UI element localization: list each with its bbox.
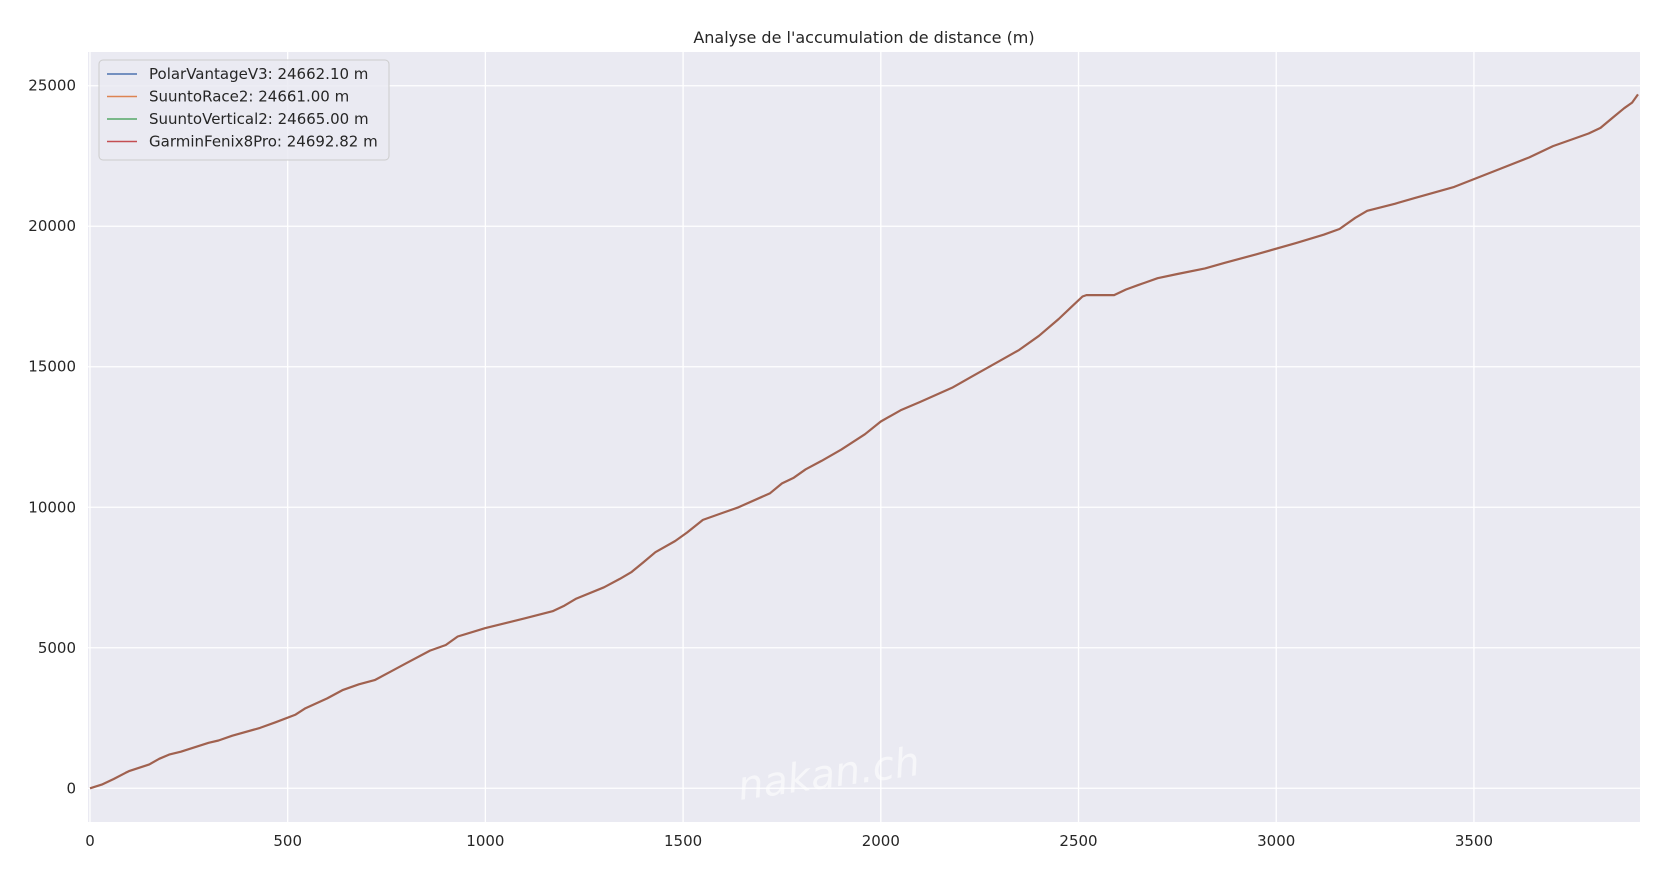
x-tick-label-0: 0 — [85, 832, 95, 850]
legend: PolarVantageV3: 24662.10 m SuuntoRace2: 2… — [98, 59, 390, 161]
chart-title: Analyse de l'accumulation de distance (m… — [693, 28, 1034, 47]
y-tick-label-2: 10000 — [28, 498, 76, 516]
x-tick-label-4: 2000 — [862, 832, 900, 850]
x-tick-label-3: 1500 — [664, 832, 702, 850]
series-line-3 — [89, 93, 1639, 790]
legend-label-2: SuuntoVertical2: 24665.00 m — [149, 110, 369, 128]
x-tick-label-2: 1000 — [466, 832, 504, 850]
y-tick-label-4: 20000 — [28, 217, 76, 235]
x-tick-label-1: 500 — [273, 832, 302, 850]
series-lines — [89, 93, 1639, 790]
plot-area — [88, 52, 1640, 822]
y-tick-label-1: 5000 — [38, 639, 76, 657]
legend-label-3: GarminFenix8Pro: 24692.82 m — [149, 133, 378, 151]
y-tick-label-5: 25000 — [28, 77, 76, 95]
x-tick-label-7: 3500 — [1455, 832, 1493, 850]
x-tick-label-6: 3000 — [1257, 832, 1295, 850]
x-tick-label-5: 2500 — [1059, 832, 1097, 850]
tick-labels: 0 500 1000 1500 2000 2500 3000 3500 0 5000 10000 15… — [28, 77, 1493, 850]
legend-box — [98, 59, 390, 161]
y-tick-label-3: 15000 — [28, 358, 76, 376]
legend-label-0: PolarVantageV3: 24662.10 m — [149, 65, 368, 83]
y-tick-label-0: 0 — [66, 779, 76, 797]
legend-label-1: SuuntoRace2: 24661.00 m — [149, 88, 349, 106]
